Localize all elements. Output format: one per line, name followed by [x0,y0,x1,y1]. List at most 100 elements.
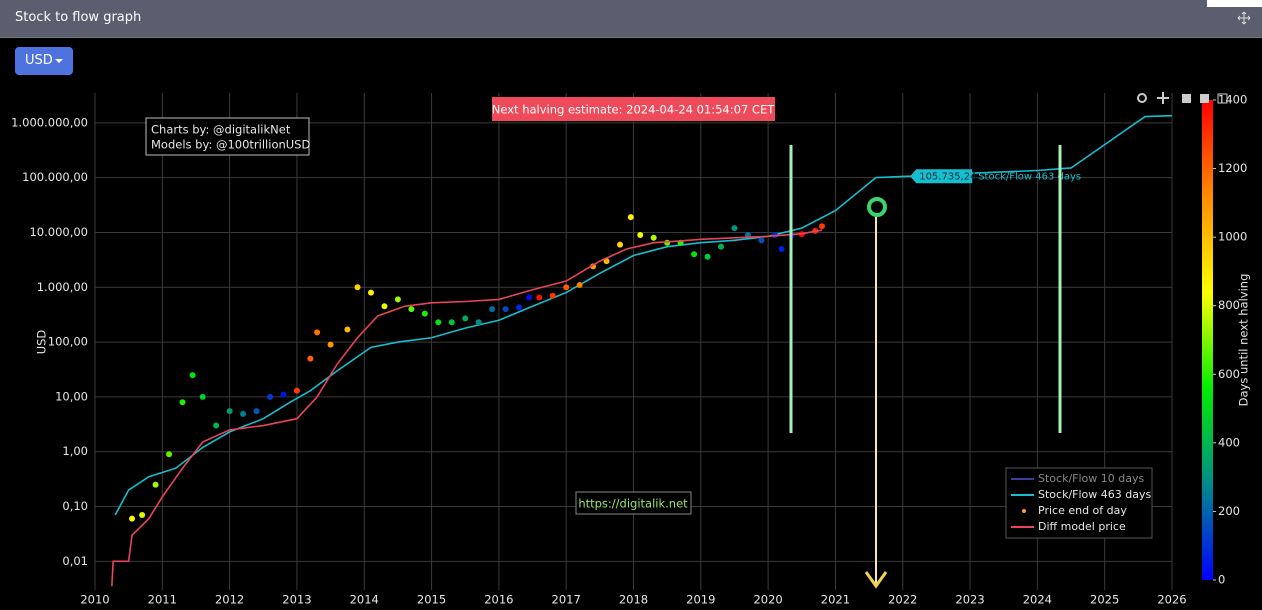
colorbar-gradient [1202,100,1213,580]
price-point [267,393,274,400]
header-tab [1207,0,1262,7]
credits-box [145,117,310,156]
x-tick-label: 2020 [753,593,782,607]
price-point [627,214,634,221]
price-point [704,253,711,260]
legend: Stock/Flow 10 days Stock/Flow 463 days Pri… [1005,467,1153,539]
price-point [293,387,300,394]
price-point [462,315,469,322]
legend-swatch [1022,509,1026,513]
legend-entry[interactable]: Diff model price [1038,520,1126,533]
price-point [152,481,159,488]
price-point [253,408,260,415]
toolbar [1137,92,1228,104]
y-tick-label: 0,01 [62,554,88,568]
autoscale-icon[interactable] [1217,93,1228,104]
url[interactable]: https://digitalik.net [578,497,688,511]
price-point [489,306,496,313]
y-tick-label: 1,00 [62,444,88,458]
x-tick-label: 2021 [821,593,850,607]
price-point [650,234,657,241]
x-tick-label: 2012 [215,593,244,607]
x-tick-label: 2017 [552,593,581,607]
credits: Models by: @100trillionUSD [151,138,310,152]
price-point [199,393,206,400]
x-tick-label: 2018 [619,593,648,607]
series-line [111,229,823,587]
price-point [344,326,351,333]
price-point [354,284,361,291]
x-tick-label: 2026 [1157,593,1186,607]
price-point [226,408,233,415]
price-point [129,515,136,522]
price-point [502,306,509,313]
colorbar-tick-label: 400 [1218,435,1240,449]
colorbar-tick-label: 1200 [1218,161,1247,175]
y-axis-title: USD [35,330,49,355]
hover-box [910,169,973,184]
price-point [166,451,173,458]
header-bar: Stock to flow graph [0,0,1262,38]
price-point [563,284,570,291]
credits: Charts by: @digitalikNet [151,123,291,137]
plot-area: 105.735,24 Stock/Flow 463 days [111,114,1173,587]
price-point [818,223,825,230]
legend-entry[interactable]: Stock/Flow 10 days [1038,472,1144,485]
legend-entry[interactable]: Stock/Flow 463 days [1038,488,1151,501]
price-point [536,294,543,301]
url-box [575,491,692,515]
x-tick-label: 2013 [282,593,311,607]
price-point [408,306,415,313]
x-tick-label: 2022 [888,593,917,607]
y-tick-label: 10,00 [55,389,88,403]
colorbar-tick-label: 800 [1218,298,1240,312]
legend-entry[interactable]: Price end of day [1038,504,1127,517]
y-tick-label: 1.000.000,00 [11,115,88,129]
price-point [240,410,247,417]
colorbar: 0 200 400 600 800 1000 1200 1400 Days until next… [1202,93,1251,587]
price-point [280,391,287,398]
price-point [421,310,428,317]
pan-icon[interactable] [1157,92,1169,104]
price-point [307,355,314,362]
x-tick-label: 2016 [484,593,513,607]
y-tick-label: 0,10 [62,499,88,513]
x-tick-label: 2015 [417,593,446,607]
halving-annotation: Next halving estimate: 2024-04-24 01:54:… [492,103,775,117]
colorbar-tick-label: 200 [1218,504,1240,518]
price-point [758,237,765,244]
price-point [448,319,455,326]
hover-series: Stock/Flow 463 days [978,171,1081,182]
y-tick-label: 1.000,00 [37,280,88,294]
price-point [576,281,583,288]
y-tick-label: 100.000,00 [22,170,88,184]
price-point [381,303,388,310]
colorbar-tick-label: 600 [1218,367,1240,381]
currency-button[interactable]: USD [15,47,73,75]
price-point [435,319,442,326]
zoom-in-icon[interactable] [1182,94,1191,103]
price-point [475,319,482,326]
price-point [718,243,725,250]
price-point [617,241,624,248]
x-tick-label: 2024 [1023,593,1052,607]
header-title: Stock to flow graph [15,10,142,25]
price-point [394,296,401,303]
price-point [731,225,738,232]
move-icon[interactable] [1237,11,1251,25]
colorbar-tick-label: 1000 [1218,230,1247,244]
zoom-out-icon[interactable] [1200,94,1209,103]
x-tick-label: 2019 [686,593,715,607]
price-point [778,245,785,252]
price-point [189,372,196,379]
drawn-circle [867,197,887,217]
x-tick-label: 2011 [148,593,177,607]
price-point [314,329,321,336]
price-point [516,304,523,311]
price-point [367,289,374,296]
zoom-icon[interactable] [1137,93,1147,103]
colorbar-tick-label: 0 [1218,573,1225,587]
grid: 2010 2011 2012 2013 2014 2015 2016 2017 2018 2019… [11,93,1187,607]
